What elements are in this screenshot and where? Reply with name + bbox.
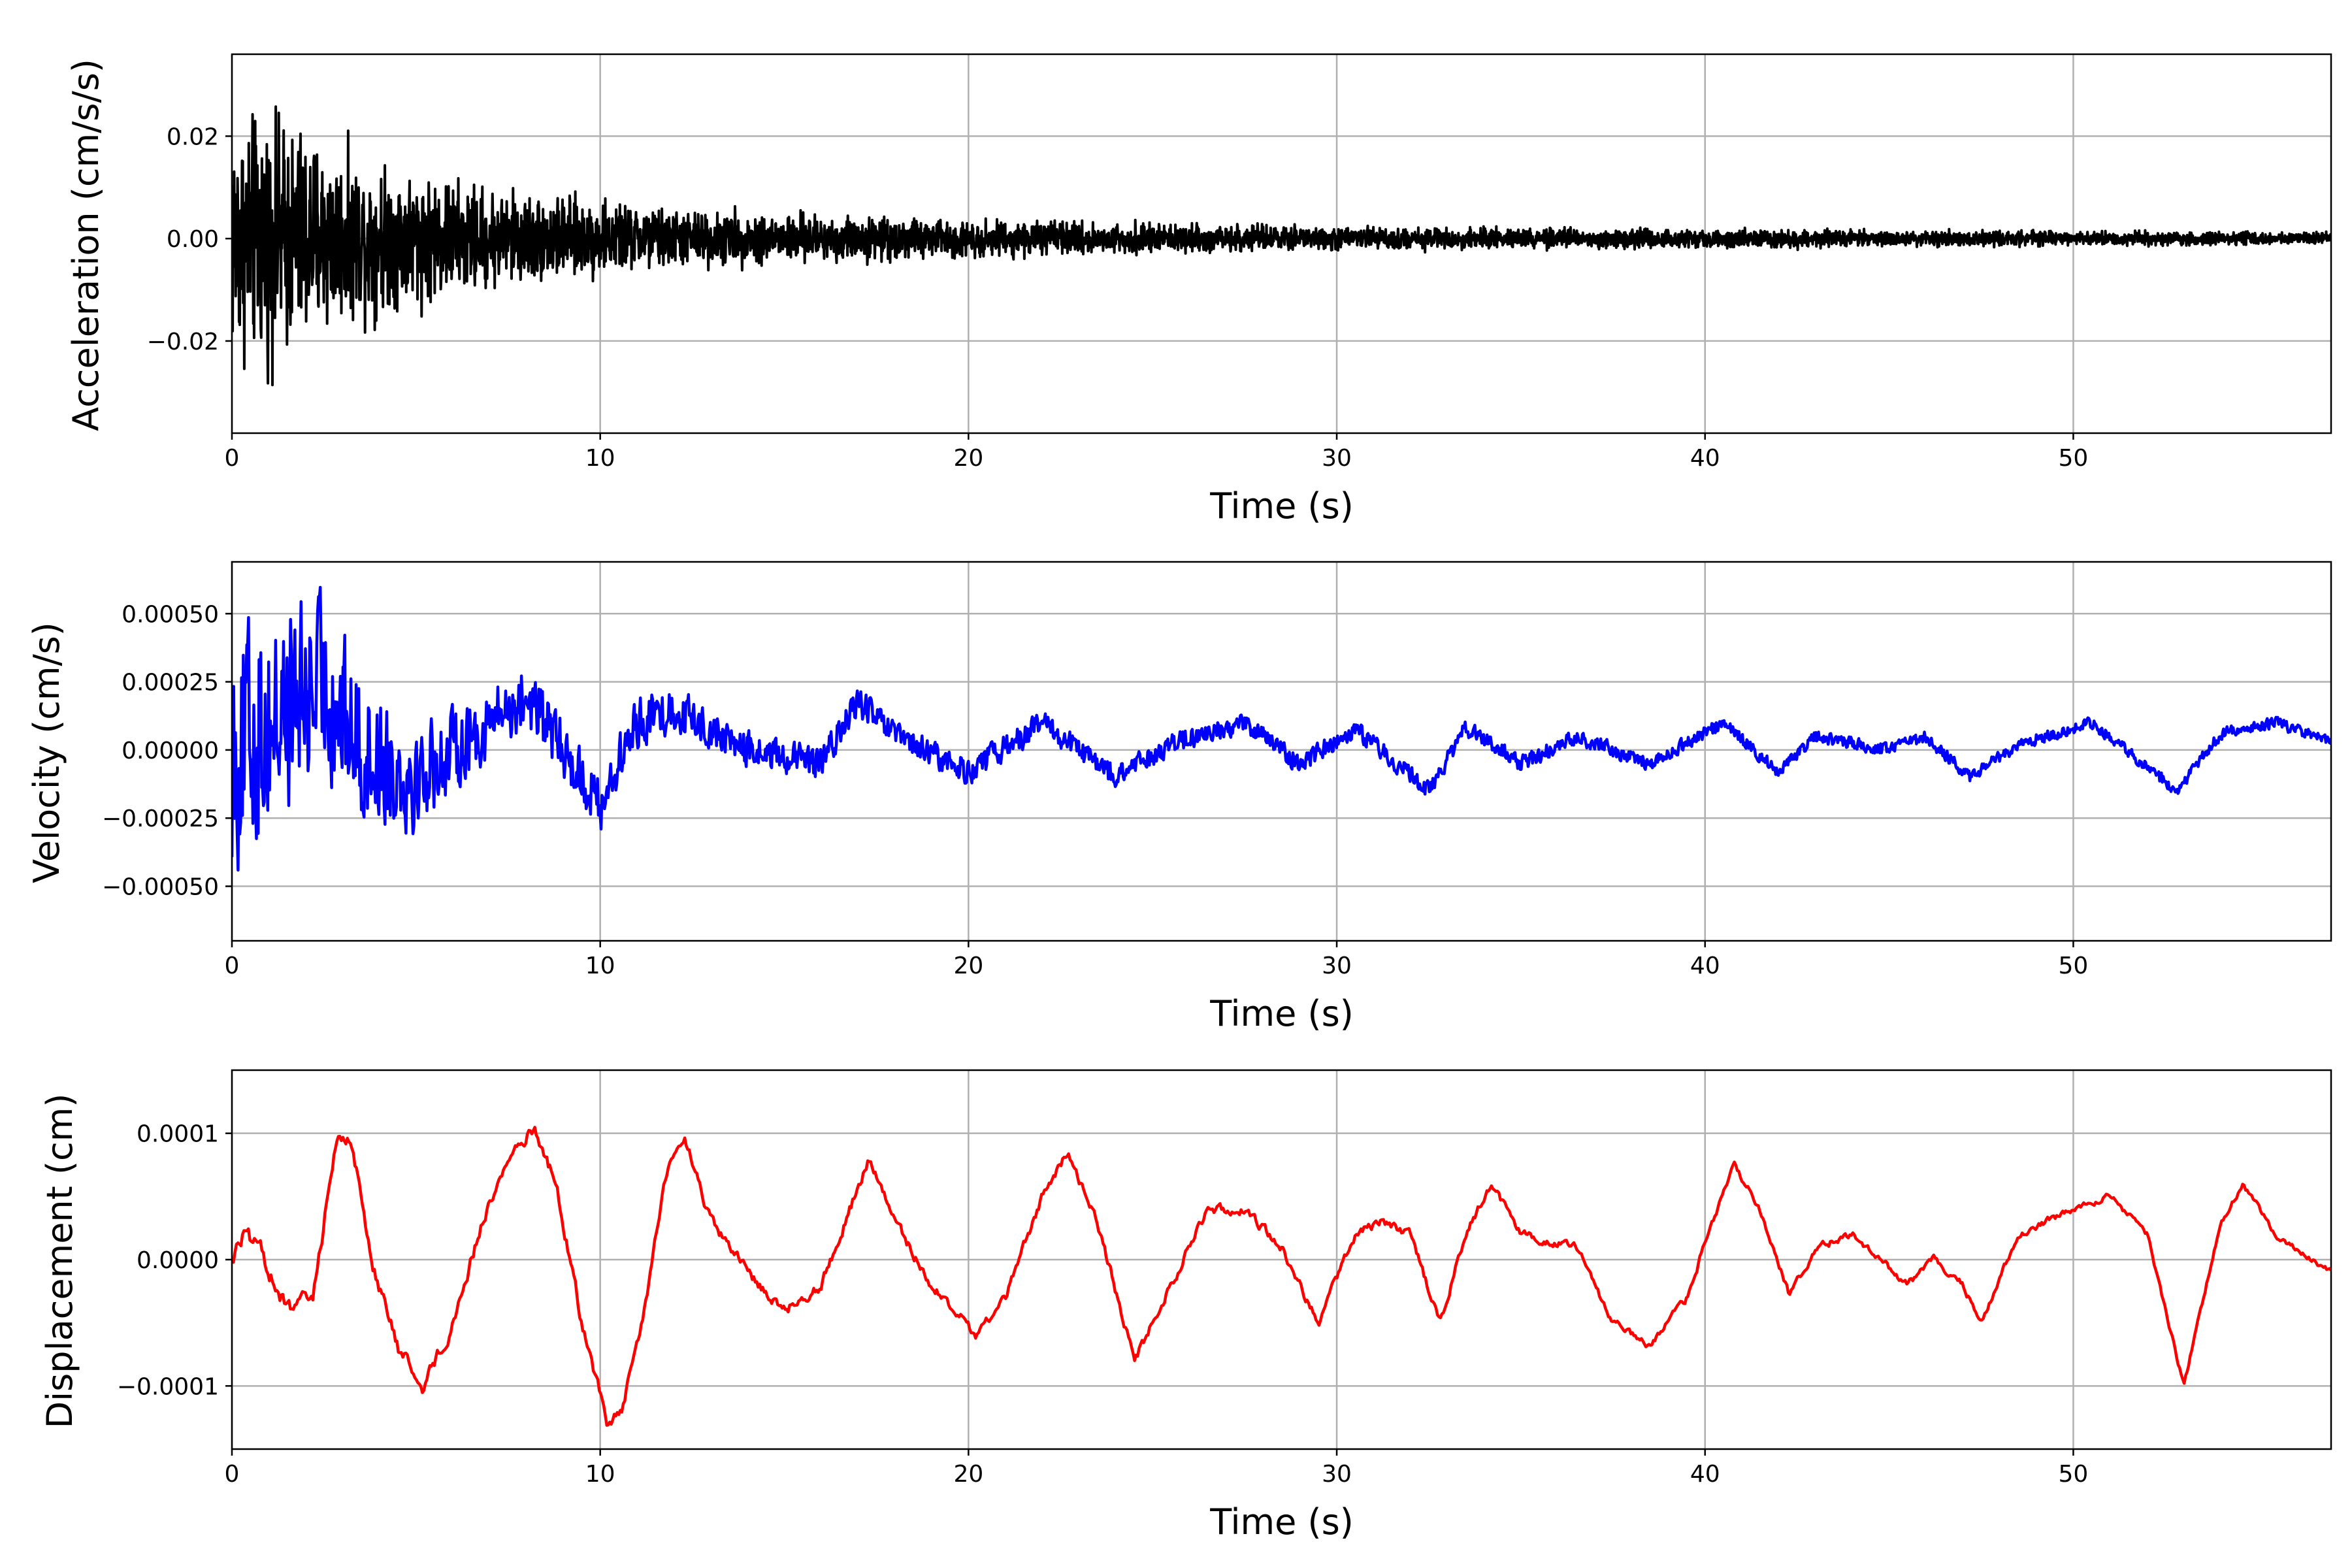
acceleration-xtick-label: 10 xyxy=(585,445,615,472)
acceleration-xtick-label: 40 xyxy=(1690,445,1720,472)
acceleration-ytick-label: 0.00 xyxy=(167,226,219,253)
velocity-ytick-label: 0.00050 xyxy=(122,601,219,628)
velocity-xtick-label: 50 xyxy=(2059,953,2089,979)
displacement-series-line xyxy=(232,1126,2331,1427)
displacement-xtick-label: 40 xyxy=(1690,1461,1720,1488)
displacement-ytick-label: −0.0001 xyxy=(117,1373,219,1400)
acceleration-xtick-label: 30 xyxy=(1322,445,1352,472)
acceleration-panel: Acceleration (cm/s/s) Time (s) 0 10 20 30 40… xyxy=(65,53,2332,527)
velocity-axes-frame xyxy=(231,561,2332,942)
velocity-xtick-label: 30 xyxy=(1322,953,1352,979)
displacement-xtick-label: 50 xyxy=(2059,1461,2089,1488)
acceleration-ytick-label: −0.02 xyxy=(147,329,219,355)
acceleration-series-line xyxy=(232,105,2331,387)
velocity-xlabel: Time (s) xyxy=(1209,993,1354,1034)
velocity-ytick-label: 0.00000 xyxy=(122,738,219,764)
displacement-xlabel: Time (s) xyxy=(1209,1501,1354,1543)
displacement-ylabel: Displacement (cm) xyxy=(39,1094,80,1429)
displacement-xtick-label: 0 xyxy=(225,1461,240,1488)
velocity-panel: Velocity (cm/s) Time (s) 0 10 20 30 40 50 −0.0… xyxy=(26,561,2332,1034)
acceleration-xtick-label: 50 xyxy=(2059,445,2089,472)
displacement-ytick-label: 0.0001 xyxy=(137,1121,219,1148)
displacement-xtick-label: 30 xyxy=(1322,1461,1352,1488)
velocity-xtick-label: 20 xyxy=(953,953,983,979)
acceleration-axes-frame xyxy=(231,53,2332,434)
acceleration-xtick-label: 20 xyxy=(953,445,983,472)
acceleration-xtick-label: 0 xyxy=(225,445,240,472)
velocity-ytick-label: 0.00025 xyxy=(122,670,219,696)
acceleration-xlabel: Time (s) xyxy=(1209,485,1354,527)
velocity-series-line xyxy=(232,585,2331,872)
velocity-ytick-label: −0.00050 xyxy=(102,874,219,901)
displacement-ytick-label: 0.0000 xyxy=(137,1247,219,1274)
velocity-xtick-label: 0 xyxy=(225,953,240,979)
velocity-ylabel: Velocity (cm/s) xyxy=(26,622,67,883)
displacement-panel: Displacement (cm) Time (s) 0 10 20 30 40 50 −0… xyxy=(39,1069,2332,1543)
acceleration-ytick-label: 0.02 xyxy=(167,123,219,150)
velocity-xtick-label: 10 xyxy=(585,953,615,979)
acceleration-ylabel: Acceleration (cm/s/s) xyxy=(65,59,106,431)
velocity-ytick-label: −0.00025 xyxy=(102,806,219,832)
displacement-xtick-label: 10 xyxy=(585,1461,615,1488)
velocity-xtick-label: 40 xyxy=(1690,953,1720,979)
displacement-xtick-label: 20 xyxy=(953,1461,983,1488)
